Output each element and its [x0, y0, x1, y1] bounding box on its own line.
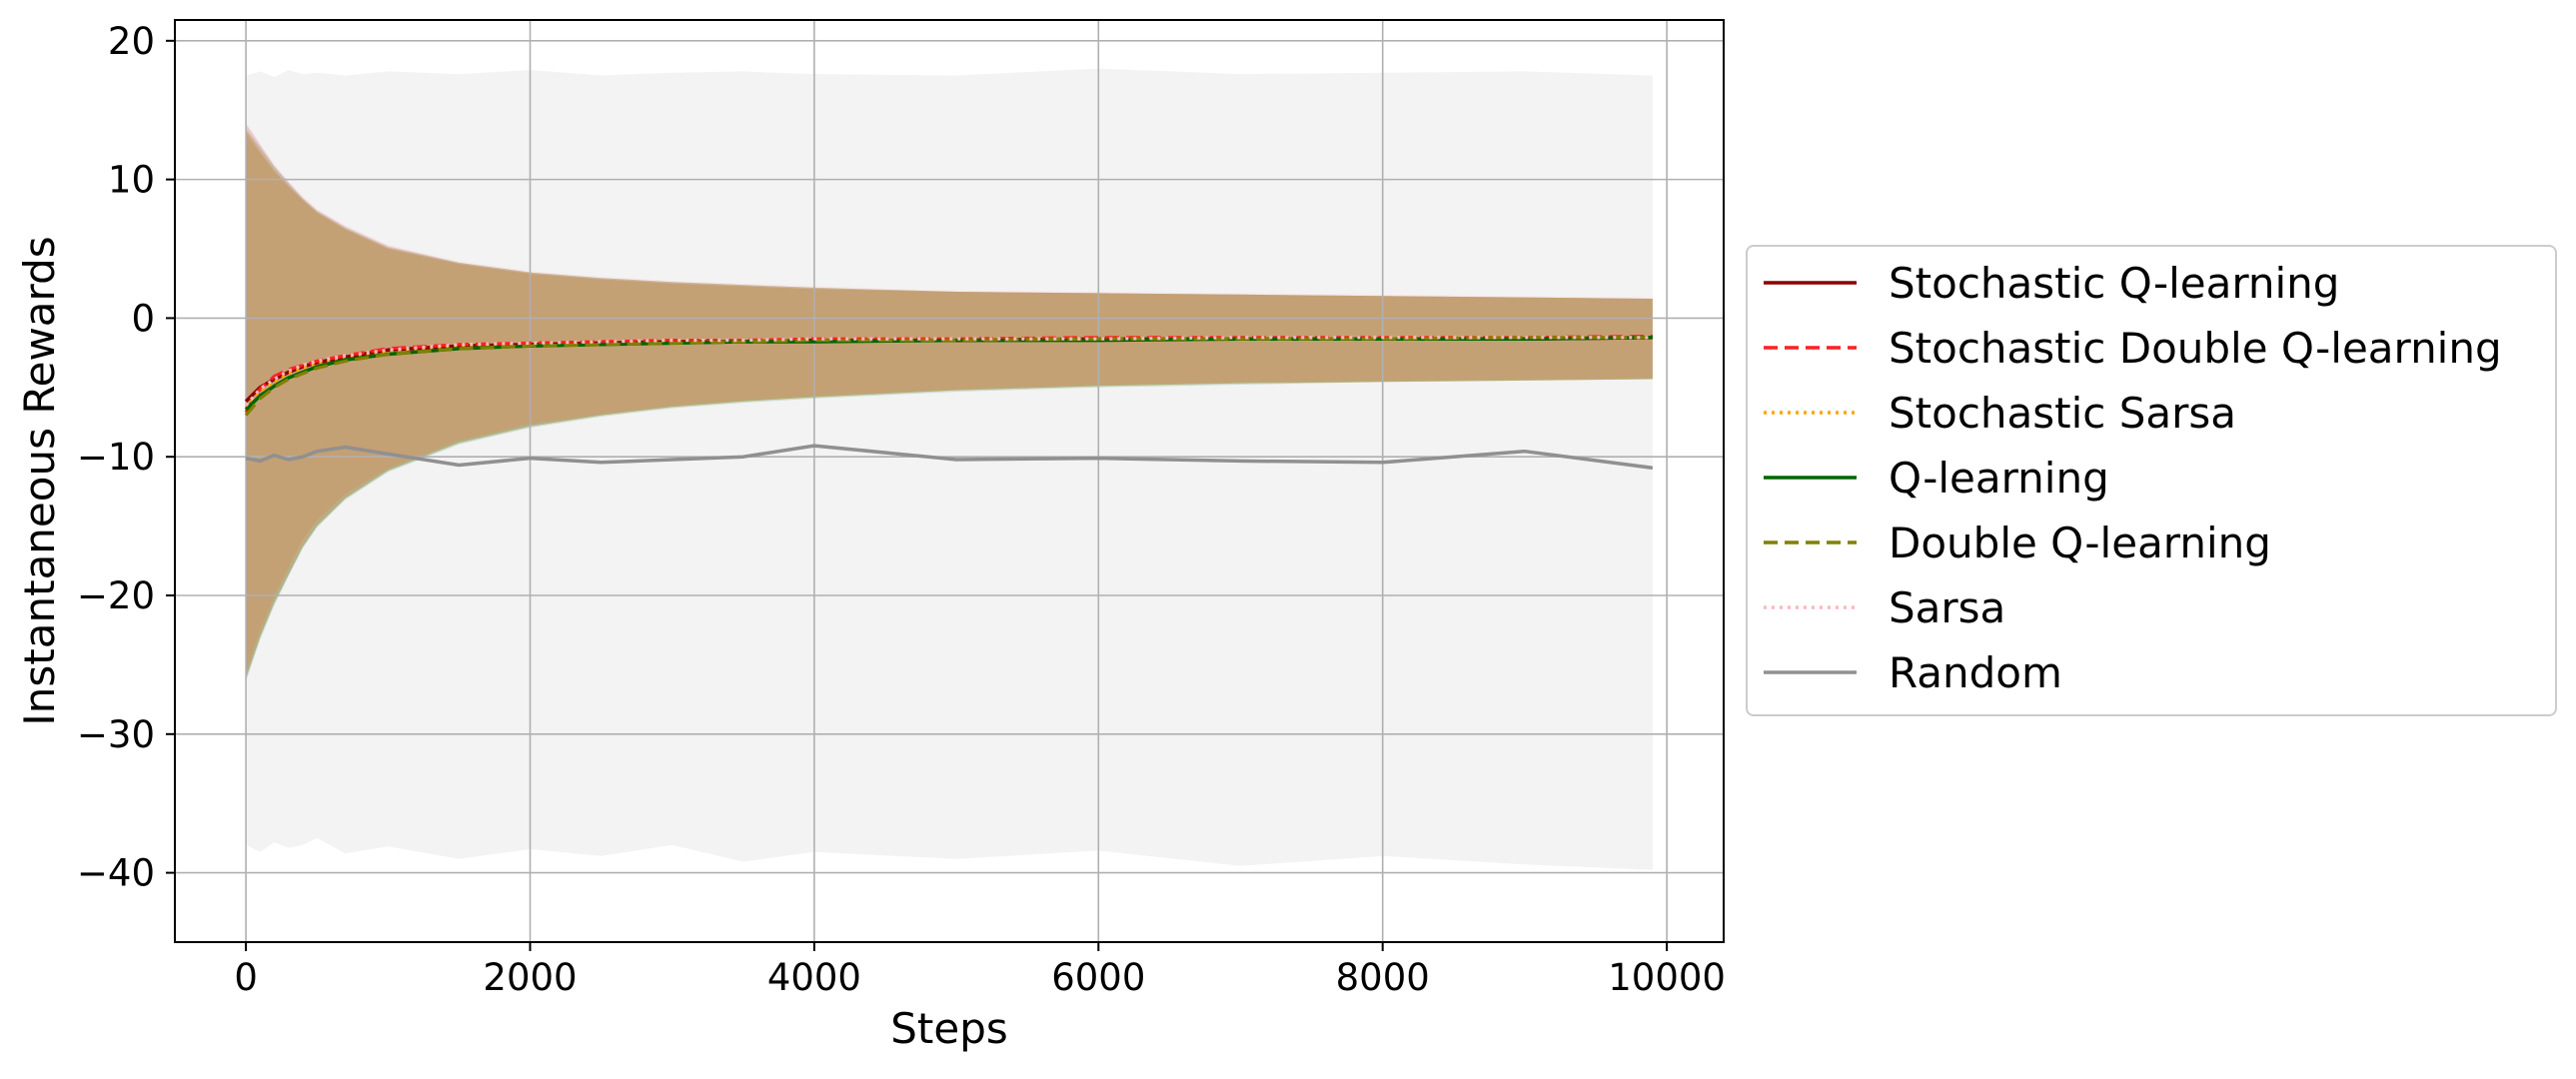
y-tick-label: −20 [77, 574, 155, 617]
band-stochastic-sarsa [246, 126, 1653, 676]
band-sarsa [246, 121, 1653, 672]
legend-label: Sarsa [1889, 583, 2005, 632]
legend-label: Stochastic Q-learning [1889, 259, 2339, 308]
y-axis-label: Instantaneous Rewards [15, 236, 64, 725]
legend-label: Q-learning [1889, 454, 2109, 503]
y-tick-label: 10 [108, 159, 155, 202]
legend-box [1746, 245, 2557, 716]
x-tick-label: 6000 [1051, 956, 1145, 999]
band-stochastic-double-q-learning [246, 131, 1653, 672]
y-tick-label: −30 [77, 713, 155, 756]
confidence-bands [246, 68, 1653, 870]
legend: Stochastic Q-learning Stochastic Double Q… [1746, 245, 2557, 716]
series-line-sarsa [244, 336, 1653, 407]
series-line-stochastic-sarsa [244, 336, 1653, 410]
y-tick-label: 20 [108, 20, 155, 63]
band-double-q-learning [246, 135, 1653, 679]
grid-lines [175, 20, 1724, 942]
x-axis-ticks: 0 2000 4000 6000 8000 10000 [234, 942, 1726, 999]
legend-label: Stochastic Double Q-learning [1889, 324, 2502, 373]
legend-label: Double Q-learning [1889, 519, 2271, 567]
y-tick-label: −40 [77, 852, 155, 895]
x-tick-label: 10000 [1608, 956, 1726, 999]
x-tick-label: 4000 [767, 956, 861, 999]
band-q-learning [246, 129, 1653, 682]
plot-frame [174, 19, 1725, 943]
band-random [246, 68, 1653, 870]
x-tick-label: 2000 [483, 956, 577, 999]
series-lines [244, 334, 1654, 471]
x-tick-label: 8000 [1336, 956, 1430, 999]
x-tick-label: 0 [234, 956, 258, 999]
legend-label: Random [1889, 648, 2062, 697]
series-line-random [245, 444, 1654, 471]
y-tick-label: 0 [131, 297, 155, 340]
legend-label: Stochastic Sarsa [1889, 389, 2236, 438]
y-axis-ticks: 20 10 0 −10 −20 −30 −40 [77, 20, 175, 895]
band-stochastic-q-learning [246, 124, 1653, 679]
y-tick-label: −10 [77, 436, 155, 479]
x-axis-label: Steps [890, 1004, 1008, 1053]
series-line-double-q-learning [244, 336, 1653, 417]
